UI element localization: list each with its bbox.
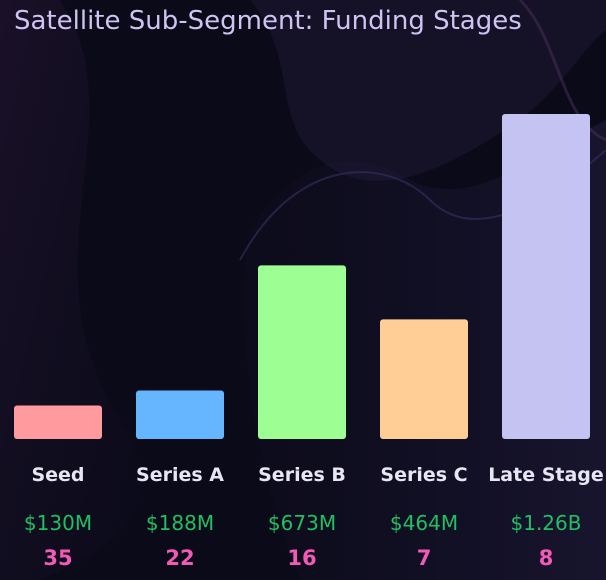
- bar-late-stage: [502, 114, 590, 439]
- category-label-late-stage: Late Stage: [488, 464, 604, 486]
- amount-label-series-c: $464M: [390, 511, 458, 535]
- count-label-series-a: 22: [165, 546, 194, 570]
- category-label-series-b: Series B: [258, 464, 346, 486]
- bar-series-c: [380, 319, 468, 439]
- category-label-seed: Seed: [31, 464, 84, 486]
- bar-series-b: [258, 265, 346, 439]
- amount-label-late-stage: $1.26B: [511, 511, 582, 535]
- amount-label-series-b: $673M: [268, 511, 336, 535]
- chart-title: Satellite Sub-Segment: Funding Stages: [14, 6, 522, 36]
- bar-seed: [14, 405, 102, 439]
- amount-label-series-a: $188M: [146, 511, 214, 535]
- bar-series-a: [136, 390, 224, 439]
- category-label-series-a: Series A: [136, 464, 224, 486]
- amount-label-seed: $130M: [24, 511, 92, 535]
- count-label-series-c: 7: [417, 546, 432, 570]
- category-label-series-c: Series C: [380, 464, 467, 486]
- count-label-series-b: 16: [287, 546, 316, 570]
- count-label-seed: 35: [43, 546, 72, 570]
- count-label-late-stage: 8: [539, 546, 554, 570]
